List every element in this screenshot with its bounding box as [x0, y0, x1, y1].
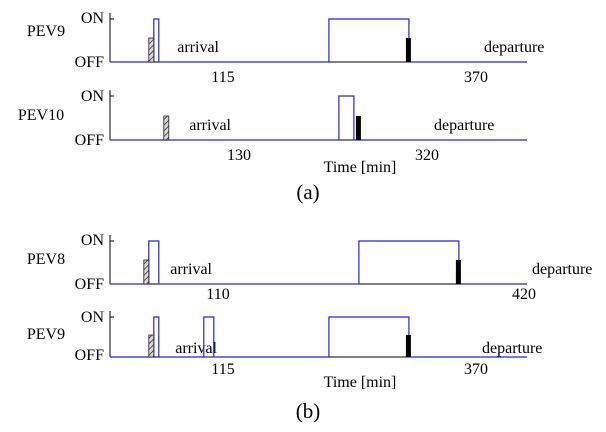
subplot-b: PEV8 ON OFF arrival departure 110 420 PE… — [27, 232, 593, 423]
on-label: ON — [81, 309, 105, 326]
departure-marker — [405, 335, 411, 357]
subplot-label: (b) — [296, 399, 321, 423]
charging-signal-line — [110, 18, 527, 63]
departure-tick: 320 — [415, 147, 439, 164]
x-axis-label: Time [min] — [324, 159, 397, 176]
arrival-marker — [143, 259, 150, 285]
departure-label: departure — [482, 340, 542, 357]
panel-ylabel: PEV10 — [18, 107, 64, 124]
arrival-label: arrival — [170, 261, 212, 278]
arrival-tick: 110 — [206, 286, 229, 303]
departure-tick: 420 — [512, 286, 536, 303]
departure-marker — [455, 260, 461, 284]
departure-tick: 370 — [464, 69, 488, 86]
panel-b-bottom: PEV9 ON OFF arrival departure 115 370 — [27, 309, 543, 378]
off-label: OFF — [75, 132, 104, 149]
departure-tick: 370 — [464, 361, 488, 378]
subplot-label: (a) — [296, 180, 319, 204]
arrival-marker — [148, 37, 155, 63]
departure-label: departure — [484, 39, 544, 56]
arrival-label: arrival — [189, 117, 231, 134]
arrival-label: arrival — [177, 39, 219, 56]
subplot-a: PEV9 ON OFF arrival departure 115 370 PE… — [18, 10, 545, 204]
x-axis-label: Time [min] — [324, 374, 397, 391]
charging-signal-line — [110, 316, 527, 358]
panel-a-bottom: PEV10 ON OFF arrival departure 130 320 — [18, 88, 527, 164]
arrival-tick: 115 — [211, 69, 234, 86]
arrival-marker — [163, 115, 170, 141]
off-label: OFF — [75, 54, 104, 71]
panel-ylabel: PEV9 — [27, 326, 65, 343]
charging-signal-line — [110, 95, 527, 141]
panel-ylabel: PEV8 — [27, 251, 65, 268]
departure-label: departure — [532, 261, 592, 278]
off-label: OFF — [75, 276, 104, 293]
on-label: ON — [81, 10, 105, 27]
departure-marker — [355, 116, 361, 140]
arrival-tick: 130 — [227, 147, 251, 164]
on-label: ON — [81, 88, 105, 105]
panel-ylabel: PEV9 — [27, 23, 65, 40]
panel-b-top: PEV8 ON OFF arrival departure 110 420 — [27, 232, 593, 303]
off-label: OFF — [75, 347, 104, 364]
panel-a-top: PEV9 ON OFF arrival departure 115 370 — [27, 10, 545, 86]
arrival-tick: 115 — [211, 361, 234, 378]
departure-marker — [405, 38, 411, 62]
arrival-label: arrival — [175, 340, 217, 357]
departure-label: departure — [434, 117, 494, 134]
arrival-marker — [148, 334, 155, 358]
on-label: ON — [81, 232, 105, 249]
